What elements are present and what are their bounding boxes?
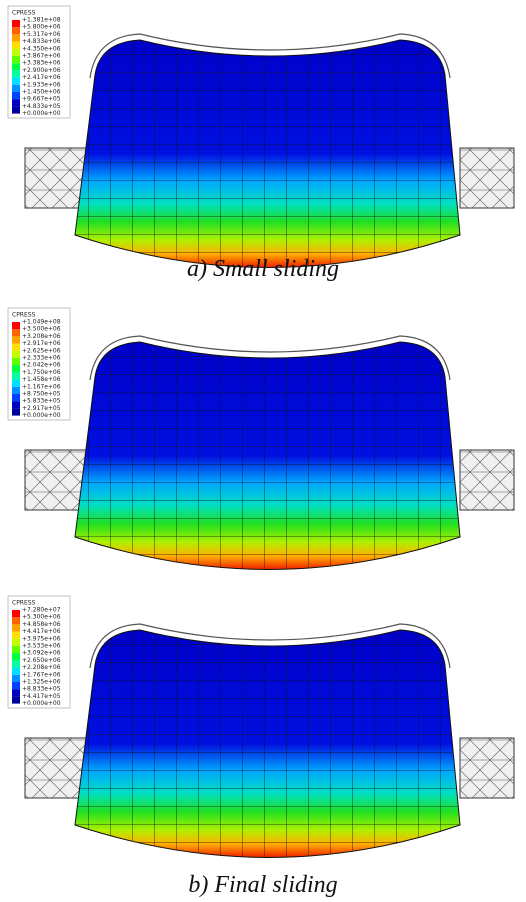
legend-swatch: [12, 322, 20, 329]
legend-swatch: [12, 99, 20, 106]
contour-mesh: [75, 630, 460, 858]
legend-value: +3.867e+06: [22, 53, 61, 60]
legend-value: +1.458e+06: [22, 376, 61, 383]
legend-swatch: [12, 380, 20, 387]
legend-swatch: [12, 682, 20, 689]
legend-value: +4.350e+06: [22, 45, 61, 52]
legend-value: +0.000e+00: [22, 700, 61, 707]
legend-title: CPRESS: [12, 10, 36, 17]
legend-value: +9.667e+05: [22, 96, 61, 103]
legend-value: +0.000e+00: [22, 110, 61, 117]
legend-swatch: [12, 106, 20, 113]
legend-swatch: [12, 394, 20, 401]
legend-value: +1.325e+06: [22, 679, 61, 686]
legend-swatch: [12, 344, 20, 351]
legend-value: +2.650e+06: [22, 657, 61, 664]
legend-value: +5.317e+06: [22, 31, 61, 38]
legend-value: +0.000e+00: [22, 412, 61, 419]
legend-swatch: [12, 63, 20, 70]
legend-swatch: [12, 336, 20, 343]
side-block-mesh: [460, 148, 514, 208]
figure: CPRESS+1.381e+08+5.800e+06+5.317e+06+4.8…: [0, 0, 526, 902]
legend-value: +2.900e+06: [22, 67, 61, 74]
legend-swatch: [12, 34, 20, 41]
contour-mesh: [75, 40, 460, 268]
legend-value: +1.933e+06: [22, 81, 61, 88]
panel: CPRESS+7.280e+07+5.300e+06+4.858e+06+4.4…: [8, 596, 514, 898]
legend-swatch: [12, 624, 20, 631]
legend-swatch: [12, 660, 20, 667]
legend-value: +4.833e+05: [22, 103, 61, 110]
legend-value: +3.975e+06: [22, 635, 61, 642]
legend-swatch: [12, 617, 20, 624]
legend-swatch: [12, 85, 20, 92]
legend-value: +3.092e+06: [22, 650, 61, 657]
legend-value: +8.833e+05: [22, 686, 61, 693]
legend-value: +1.049e+08: [22, 319, 61, 326]
legend-swatch: [12, 646, 20, 653]
side-block-mesh: [25, 738, 87, 798]
legend-swatch: [12, 78, 20, 85]
legend-swatch: [12, 675, 20, 682]
legend-swatch: [12, 49, 20, 56]
legend-swatch: [12, 408, 20, 415]
side-block-mesh: [460, 738, 514, 798]
legend-value: +5.800e+06: [22, 24, 61, 31]
legend-swatch: [12, 20, 20, 27]
legend-value: +2.417e+06: [22, 74, 61, 81]
legend-swatch: [12, 639, 20, 646]
legend-value: +1.381e+08: [22, 17, 61, 24]
legend-value: +2.208e+06: [22, 664, 61, 671]
legend-swatch: [12, 56, 20, 63]
legend-value: +4.417e+06: [22, 628, 61, 635]
legend-swatch: [12, 696, 20, 703]
legend-value: +3.208e+06: [22, 333, 61, 340]
panel: CPRESS+1.381e+08+5.800e+06+5.317e+06+4.8…: [8, 6, 514, 282]
legend-swatch: [12, 401, 20, 408]
legend-swatch: [12, 372, 20, 379]
legend-value: +1.450e+06: [22, 89, 61, 96]
caption: b) Final sliding: [188, 872, 337, 898]
legend-value: +1.167e+06: [22, 383, 61, 390]
legend-value: +7.280e+07: [22, 607, 61, 614]
legend-value: +4.833e+06: [22, 38, 61, 45]
legend-value: +5.300e+06: [22, 614, 61, 621]
caption: a) Small sliding: [187, 256, 339, 282]
panel: CPRESS+1.049e+08+3.500e+06+3.208e+06+2.9…: [8, 308, 514, 570]
legend-value: +8.750e+05: [22, 391, 61, 398]
legend-value: +2.917e+06: [22, 340, 61, 347]
legend-swatch: [12, 365, 20, 372]
legend-value: +1.750e+06: [22, 369, 61, 376]
legend-swatch: [12, 351, 20, 358]
legend-value: +1.767e+06: [22, 671, 61, 678]
legend-value: +2.042e+06: [22, 362, 61, 369]
legend-title: CPRESS: [12, 600, 36, 607]
legend-swatch: [12, 42, 20, 49]
legend-swatch: [12, 632, 20, 639]
legend-swatch: [12, 387, 20, 394]
contour-mesh: [75, 342, 460, 570]
legend-value: +3.500e+06: [22, 326, 61, 333]
legend-value: +2.917e+05: [22, 405, 61, 412]
legend-swatch: [12, 653, 20, 660]
legend-value: +4.417e+05: [22, 693, 61, 700]
legend-swatch: [12, 358, 20, 365]
legend-value: +3.533e+06: [22, 643, 61, 650]
legend-swatch: [12, 70, 20, 77]
legend-swatch: [12, 27, 20, 34]
legend-swatch: [12, 329, 20, 336]
legend-swatch: [12, 689, 20, 696]
legend-value: +2.625e+06: [22, 347, 61, 354]
legend-value: +4.858e+06: [22, 621, 61, 628]
legend-title: CPRESS: [12, 312, 36, 319]
legend-value: +5.833e+05: [22, 398, 61, 405]
legend-value: +2.333e+06: [22, 355, 61, 362]
legend-value: +3.383e+06: [22, 60, 61, 67]
side-block-mesh: [460, 450, 514, 510]
side-block-mesh: [25, 148, 87, 208]
legend-swatch: [12, 668, 20, 675]
legend-swatch: [12, 610, 20, 617]
legend-swatch: [12, 92, 20, 99]
side-block-mesh: [25, 450, 87, 510]
